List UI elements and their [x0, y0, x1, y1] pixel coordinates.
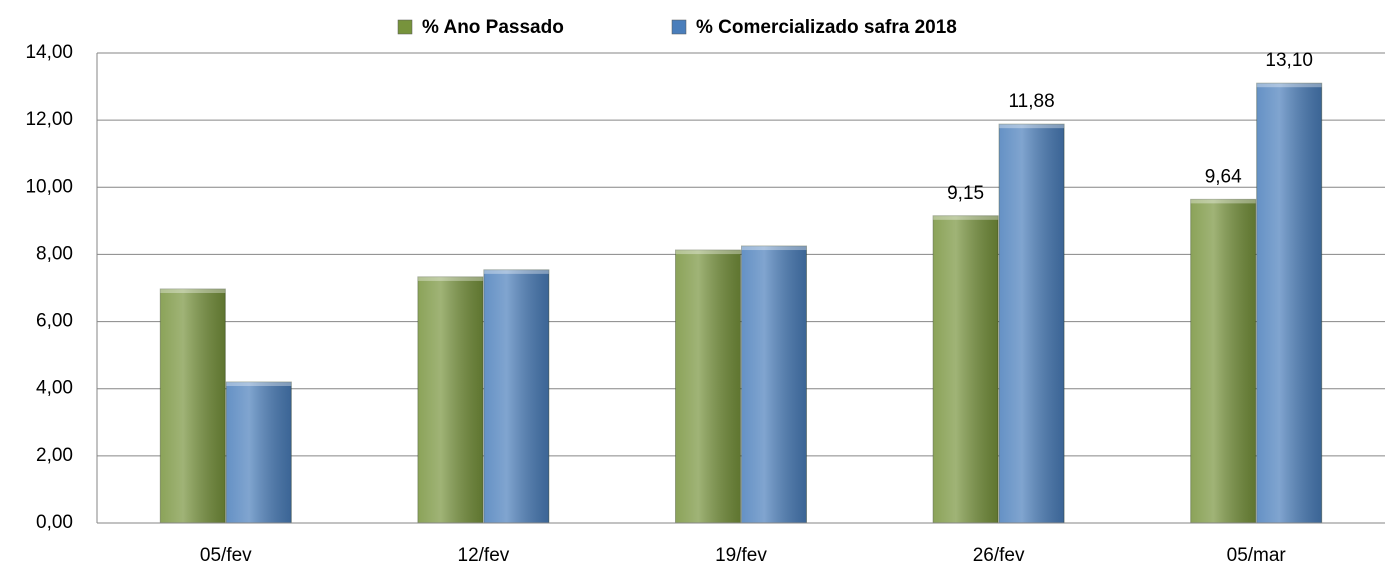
bar-cap — [933, 215, 999, 220]
y-tick-label: 4,00 — [36, 378, 73, 399]
bar-cap — [741, 246, 807, 251]
bar-cap — [226, 382, 292, 386]
x-tick-label: 12/fev — [458, 545, 510, 566]
bar-shine — [417, 276, 483, 523]
bar-shine — [160, 289, 226, 523]
legend-swatch — [671, 19, 687, 35]
data-label: 9,64 — [1205, 166, 1242, 187]
bar-shine — [1256, 83, 1322, 523]
bar-shine — [483, 269, 549, 523]
bar-shine — [226, 382, 292, 523]
bar-shine — [741, 246, 807, 524]
legend-label: % Ano Passado — [422, 17, 564, 38]
y-tick-label: 14,00 — [25, 42, 73, 63]
bar-shine — [999, 124, 1065, 524]
x-tick-label: 19/fev — [715, 545, 767, 566]
data-label: 11,88 — [1009, 91, 1055, 112]
legend-label: % Comercializado safra 2018 — [696, 17, 957, 38]
bar-shine — [675, 250, 741, 524]
y-tick-label: 8,00 — [36, 243, 73, 264]
data-label: 9,15 — [947, 183, 984, 204]
y-tick-label: 0,00 — [36, 512, 73, 533]
data-label: 13,10 — [1265, 50, 1313, 71]
y-tick-label: 10,00 — [25, 176, 73, 197]
bar-cap — [1190, 199, 1256, 204]
bar-cap — [999, 124, 1065, 129]
y-tick-label: 6,00 — [36, 311, 73, 332]
bar-cap — [483, 269, 549, 274]
bar-cap — [417, 276, 483, 281]
bar-cap — [1256, 83, 1322, 88]
bar-shine — [1190, 199, 1256, 523]
y-tick-label: 2,00 — [36, 445, 73, 466]
x-tick-label: 05/fev — [200, 545, 252, 566]
bar-cap — [160, 289, 226, 294]
legend-swatch — [397, 19, 413, 35]
bar-shine — [933, 215, 999, 524]
x-tick-label: 05/mar — [1227, 545, 1287, 566]
legend: % Ano Passado % Comercializado safra 2018 — [397, 17, 957, 38]
y-tick-label: 12,00 — [25, 109, 73, 130]
x-tick-label: 26/fev — [973, 545, 1025, 566]
bar-cap — [675, 250, 741, 255]
